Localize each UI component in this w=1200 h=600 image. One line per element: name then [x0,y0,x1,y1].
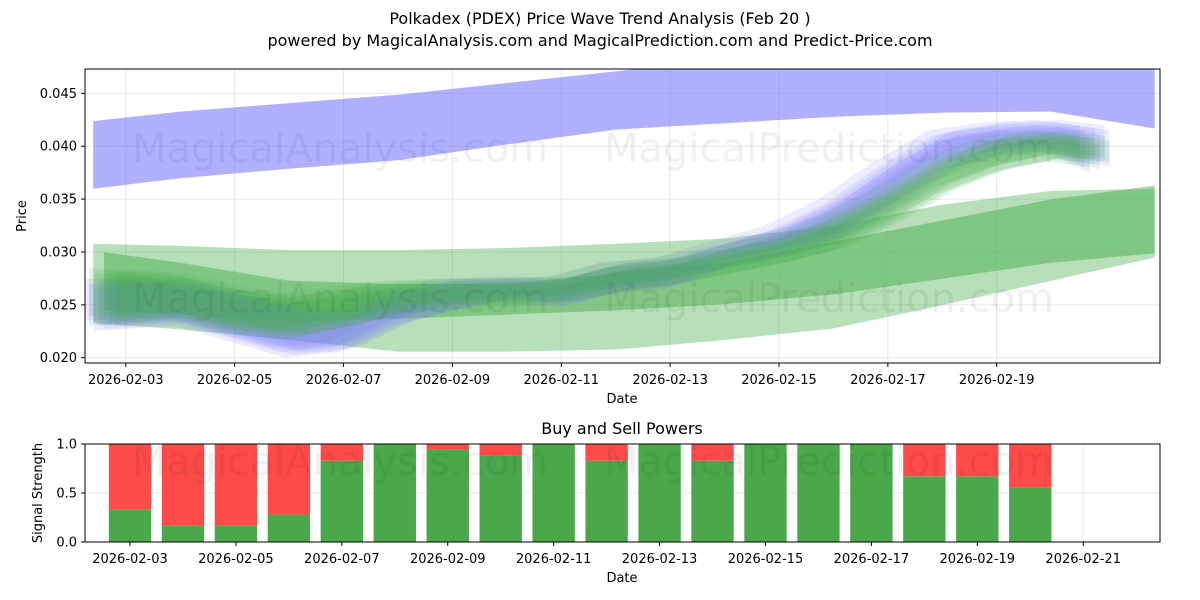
power-chart-title: Buy and Sell Powers [541,419,703,438]
chart-subtitle: powered by MagicalAnalysis.com and Magic… [267,31,933,50]
blue-wave-core-shape [93,130,1090,358]
buy-bar [108,509,152,542]
price-x-tick-label: 2026-02-13 [632,373,708,388]
price-x-tick-label: 2026-02-19 [959,373,1035,388]
buy-bar [797,444,840,542]
buy-bar [532,444,575,542]
power-x-tick-label: 2026-02-13 [622,552,698,567]
sell-bar [426,444,469,450]
buy-bar [691,460,734,542]
buy-bar [267,514,311,542]
buy-bar [956,476,999,542]
green-wave-core-shape [104,133,1095,332]
blue-upper-band-shape [93,69,1155,189]
price-chart: MagicalAnalysis.com MagicalPrediction.com… [15,68,1161,407]
watermark-text: MagicalAnalysis.com [132,439,548,485]
buy-bar [479,455,522,542]
blue-wave-core-shape [85,120,1080,348]
watermark-text: MagicalAnalysis.com [132,276,548,322]
sell-bar [956,444,999,477]
power-y-tick-label: 1.0 [56,438,77,453]
buy-bar [161,525,205,542]
buy-bar [320,460,364,542]
power-x-tick-label: 2026-02-17 [834,552,910,567]
blue-wave-core-shape [108,120,1105,348]
power-x-tick-label: 2026-02-07 [304,552,380,567]
power-axes: 2026-02-03 2026-02-05 2026-02-07 2026-02-09… [56,438,1121,568]
power-y-tick-label: 0.0 [56,536,77,551]
power-x-tick-label: 2026-02-05 [198,552,274,567]
green-wave-core-shape [99,140,1090,340]
power-x-tick-label: 2026-02-11 [516,552,592,567]
power-watermarks: MagicalAnalysis.com MagicalPrediction.com [132,439,1054,485]
price-watermarks: MagicalAnalysis.com MagicalPrediction.com… [132,126,1054,322]
watermark-text: MagicalAnalysis.com [132,126,548,172]
price-x-tick-label: 2026-02-07 [306,373,382,388]
price-y-tick-label: 0.040 [40,140,77,155]
sell-bar [479,444,522,456]
buy-bar [1009,487,1052,542]
sell-bar [903,444,946,477]
power-y-tick-label: 0.5 [56,487,77,502]
buy-bar [638,444,681,542]
price-y-tick-label: 0.030 [40,245,77,260]
buy-bar [373,444,416,542]
green-wave-core-shape [119,135,1110,335]
power-x-tick-label: 2026-02-19 [940,552,1016,567]
price-waves [85,69,1155,358]
sell-bar [161,444,205,526]
price-x-tick-label: 2026-02-09 [415,373,491,388]
green-wave-core-shape [114,130,1105,330]
power-bars [108,444,1052,542]
green-band-lower-shape [104,185,1155,321]
sell-bar [585,444,628,461]
blue-wave-core-shape [88,125,1085,353]
power-x-tick-label: 2026-02-09 [410,552,486,567]
green-wave-core-shape [109,138,1100,337]
price-y-axis-label: Price [15,200,30,232]
buy-bar [850,444,893,542]
blue-wave-core-shape [98,122,1095,350]
price-x-tick-label: 2026-02-11 [523,373,599,388]
power-x-tick-label: 2026-02-15 [728,552,804,567]
watermark-text: MagicalPrediction.com [604,276,1054,322]
blue-wave-core-shape [103,127,1100,355]
power-y-axis-label: Signal Strength [31,443,46,543]
sell-bar [320,444,364,461]
price-x-tick-label: 2026-02-05 [197,373,273,388]
buy-bar [903,476,946,542]
buy-bar [426,449,469,542]
green-wave-core-shape [89,130,1080,330]
price-y-tick-label: 0.035 [40,193,77,208]
power-chart: Buy and Sell Powers MagicalAnalysis.com M… [31,419,1161,586]
power-x-axis-label: Date [606,571,637,586]
price-axes: 2026-02-03 2026-02-05 2026-02-07 2026-02-09… [40,87,1035,388]
buy-bar [214,525,258,542]
price-x-axis-label: Date [606,392,637,407]
price-x-tick-label: 2026-02-17 [850,373,926,388]
price-y-tick-label: 0.020 [40,351,77,366]
price-y-tick-label: 0.045 [40,87,77,102]
blue-wave-core-shape [113,125,1110,353]
watermark-text: MagicalPrediction.com [604,126,1054,172]
price-x-tick-label: 2026-02-15 [741,373,817,388]
price-y-tick-label: 0.025 [40,298,77,313]
buy-bar [744,444,787,542]
price-x-tick-label: 2026-02-03 [88,373,164,388]
price-axes-frame [84,68,1161,364]
power-x-tick-label: 2026-02-21 [1045,552,1121,567]
buy-bar [585,460,628,542]
power-x-tick-label: 2026-02-03 [92,552,168,567]
chart-title: Polkadex (PDEX) Price Wave Trend Analysi… [389,9,811,28]
sell-bar [1009,444,1052,488]
sell-bar [214,444,258,526]
sell-bar [691,444,734,461]
green-wave-core-shape [94,135,1085,335]
sell-bar [267,444,311,515]
watermark-text: MagicalPrediction.com [604,439,1054,485]
sell-bar [108,444,152,510]
